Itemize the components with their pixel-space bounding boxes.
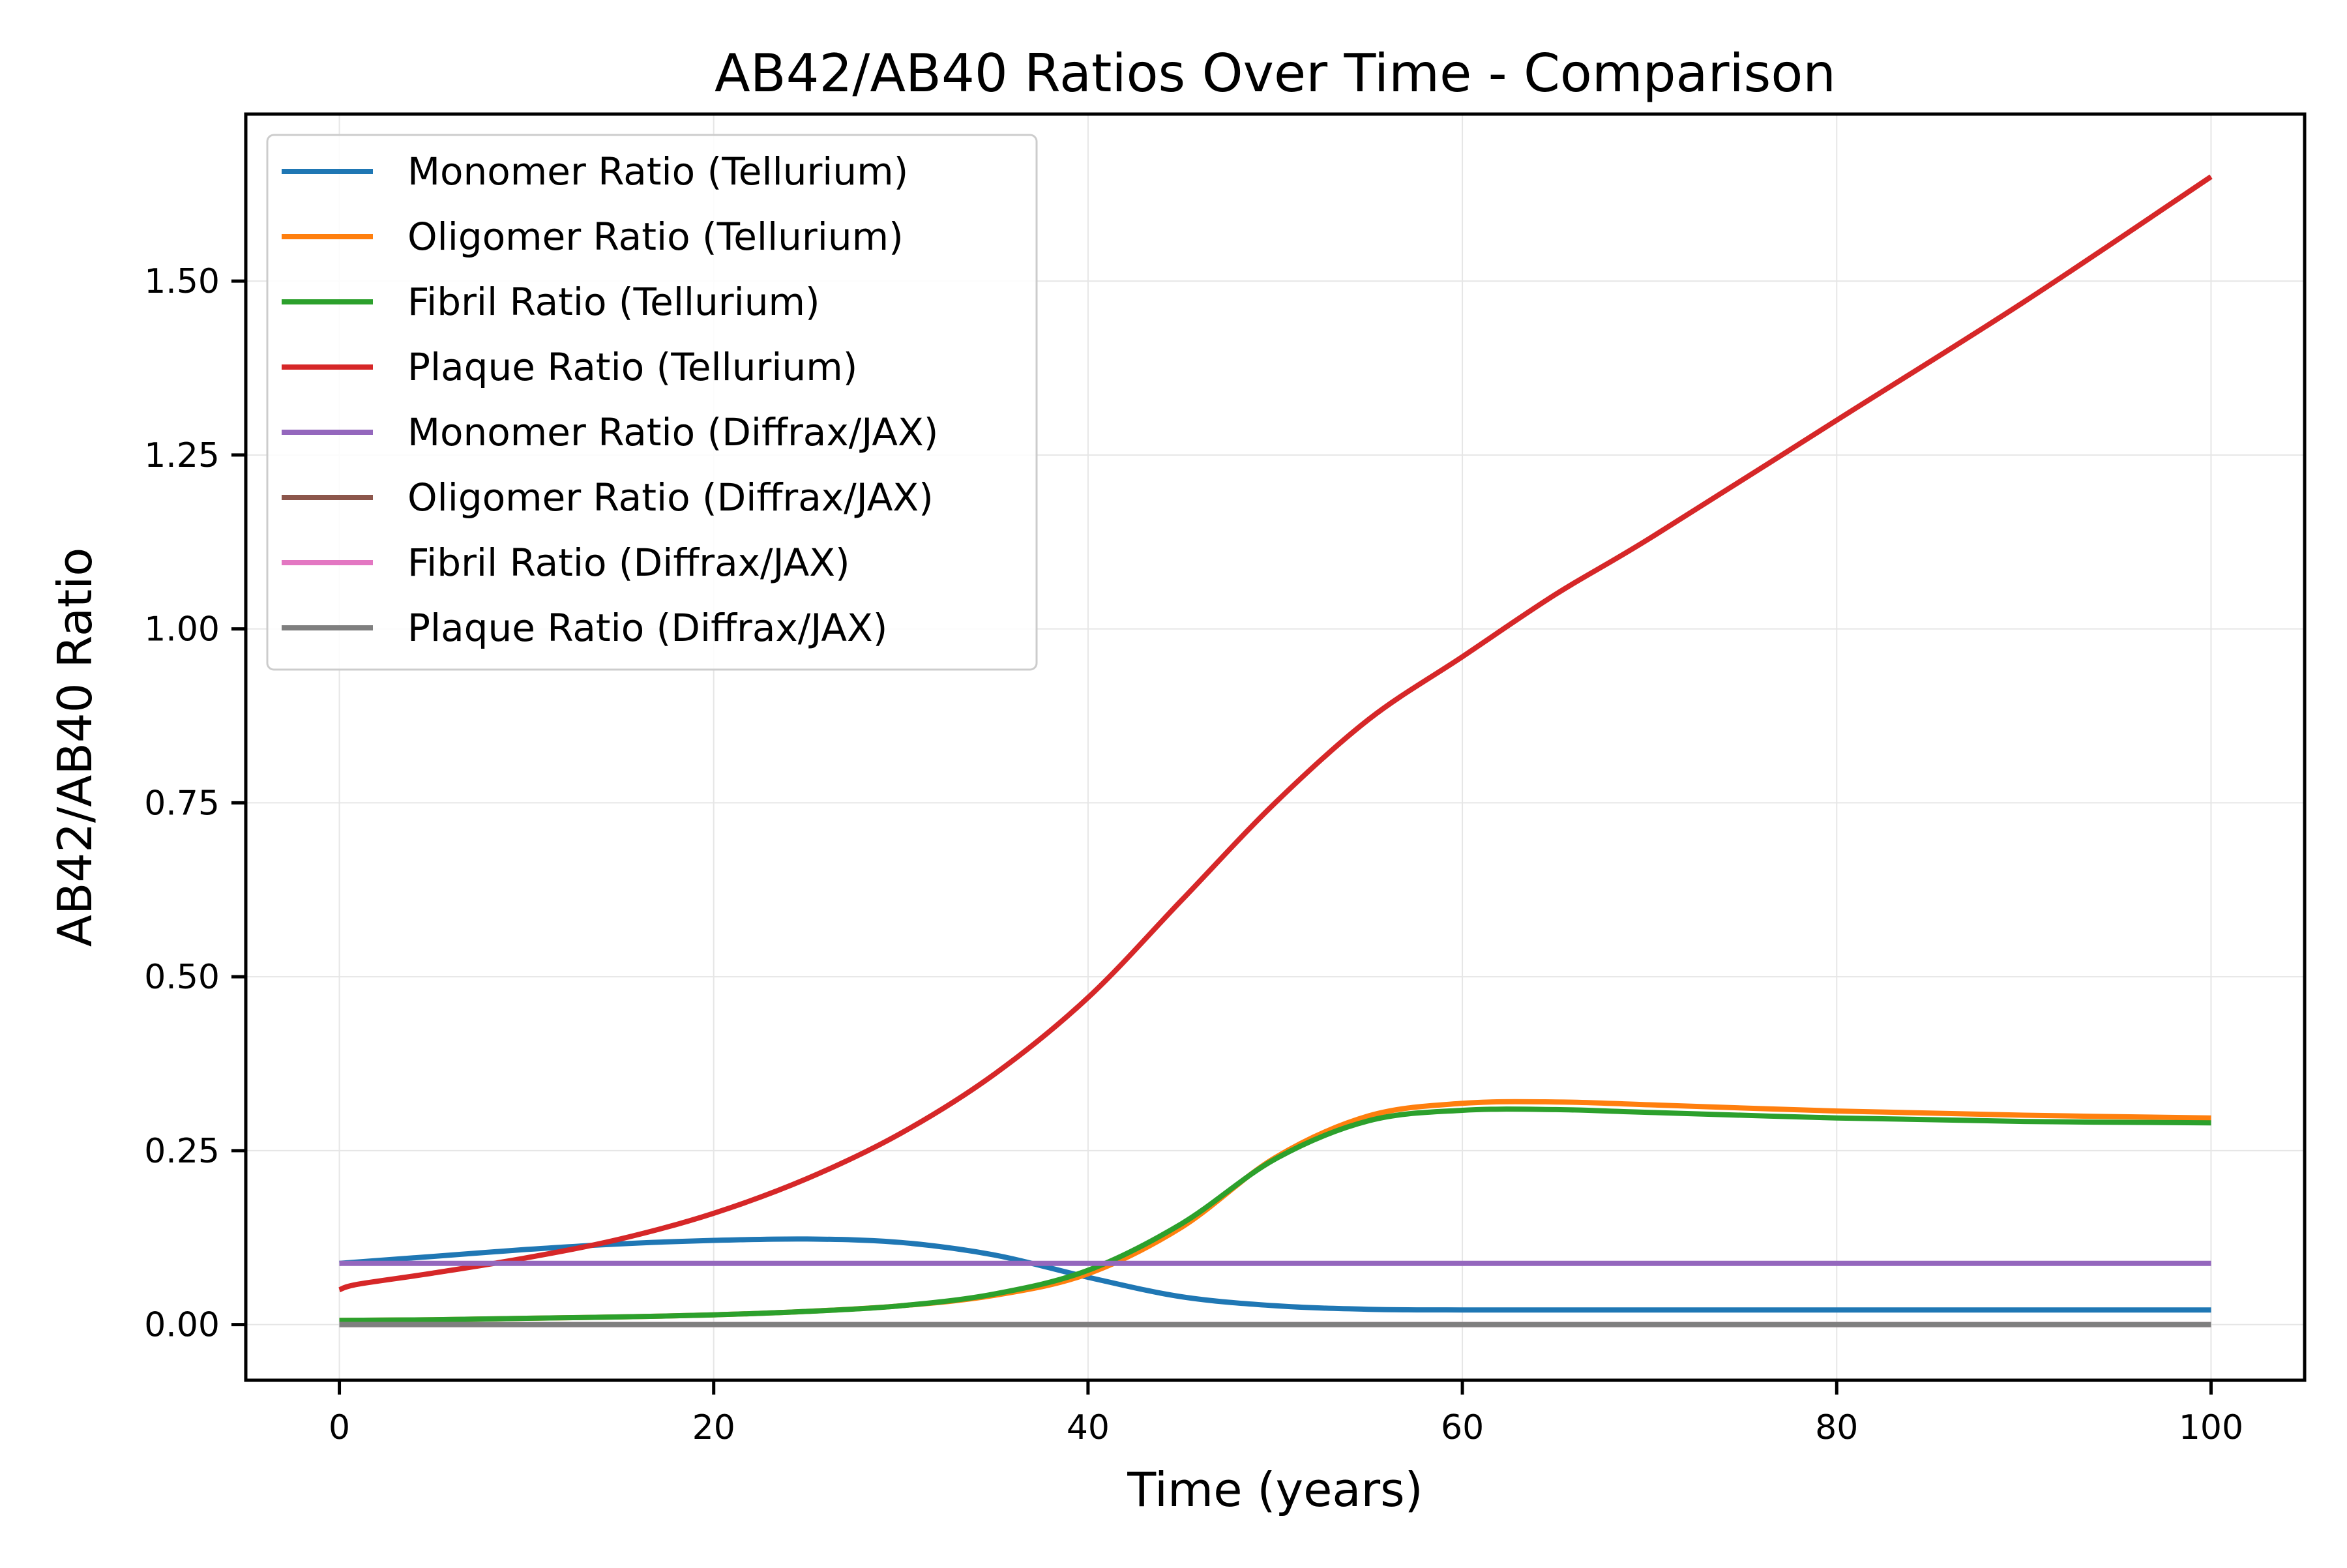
x-tick-label: 80: [1815, 1408, 1858, 1447]
chart-title: AB42/AB40 Ratios Over Time - Comparison: [715, 43, 1836, 104]
series-line-4: [338, 174, 2213, 1293]
legend-label-7: Fibril Ratio (Diffrax/JAX): [407, 540, 850, 585]
x-tick-label: 0: [329, 1408, 350, 1447]
y-tick-label: 0.50: [144, 958, 220, 997]
legend: Monomer Ratio (Tellurium) Oligomer Ratio …: [266, 134, 1038, 671]
axis-ticks: 0 20 40 60 80 100 0.00 0.25 0.50 0.75 1.00 1.25 1.50: [144, 262, 2243, 1447]
x-axis-label: Time (years): [1127, 1462, 1423, 1517]
legend-label-4: Plaque Ratio (Tellurium): [407, 345, 857, 389]
series-line-3: [339, 1106, 2211, 1324]
y-tick-label: 0.75: [144, 784, 220, 823]
legend-box: [266, 134, 1038, 671]
legend-label-5: Monomer Ratio (Diffrax/JAX): [407, 410, 938, 454]
y-axis-label: AB42/AB40 Ratio: [48, 548, 102, 947]
x-tick-label: 40: [1067, 1408, 1110, 1447]
x-tick-label: 20: [692, 1408, 735, 1447]
y-tick-label: 0.25: [144, 1132, 220, 1171]
legend-label-2: Oligomer Ratio (Tellurium): [407, 214, 904, 259]
legend-label-6: Oligomer Ratio (Diffrax/JAX): [407, 475, 934, 520]
series-line-1: [339, 1236, 2211, 1313]
y-tick-label: 1.00: [144, 610, 220, 649]
x-tick-label: 60: [1441, 1408, 1484, 1447]
y-tick-label: 0.00: [144, 1306, 220, 1345]
plot-frame: [244, 112, 2307, 1382]
legend-items: Monomer Ratio (Tellurium) Oligomer Ratio …: [282, 149, 938, 650]
x-tick-label: 100: [2179, 1408, 2243, 1447]
y-tick-label: 1.50: [144, 262, 220, 301]
legend-label-8: Plaque Ratio (Diffrax/JAX): [407, 606, 887, 650]
legend-label-1: Monomer Ratio (Tellurium): [407, 149, 908, 194]
y-tick-label: 1.25: [144, 436, 220, 475]
legend-label-3: Fibril Ratio (Tellurium): [407, 280, 820, 324]
plot-lines: [338, 174, 2213, 1327]
